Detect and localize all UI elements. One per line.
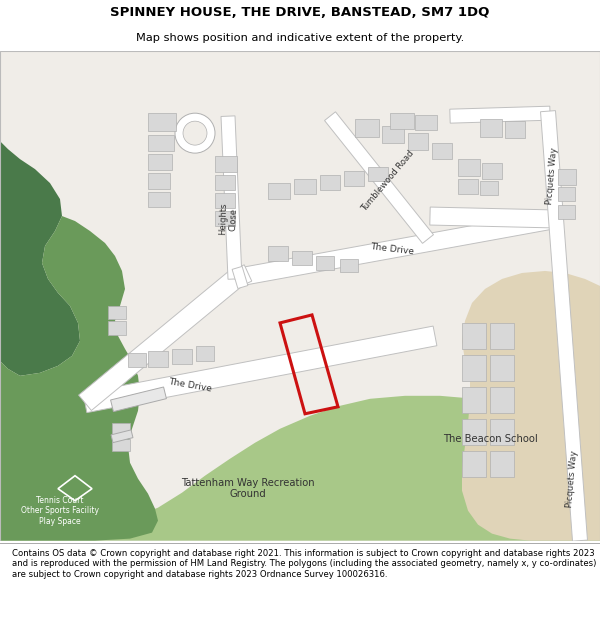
Text: Map shows position and indicative extent of the property.: Map shows position and indicative extent… [136, 33, 464, 44]
Polygon shape [215, 193, 235, 208]
Polygon shape [244, 210, 560, 285]
Polygon shape [108, 321, 126, 335]
Polygon shape [320, 175, 340, 190]
Polygon shape [112, 422, 130, 435]
Polygon shape [83, 326, 437, 412]
Text: The Beacon School: The Beacon School [443, 434, 538, 444]
Polygon shape [215, 175, 235, 190]
Polygon shape [408, 133, 428, 150]
Polygon shape [505, 121, 525, 138]
Polygon shape [0, 216, 158, 541]
Polygon shape [215, 156, 237, 172]
Polygon shape [490, 355, 514, 381]
Circle shape [183, 121, 207, 145]
Polygon shape [462, 451, 486, 477]
Polygon shape [172, 349, 192, 364]
Polygon shape [268, 246, 288, 261]
Polygon shape [340, 259, 358, 272]
Polygon shape [462, 387, 486, 412]
Text: Tattenham Way Recreation
Ground: Tattenham Way Recreation Ground [181, 478, 315, 499]
Polygon shape [148, 351, 168, 367]
Text: Picquets Way: Picquets Way [545, 147, 559, 205]
Polygon shape [368, 167, 388, 181]
Polygon shape [430, 207, 558, 228]
Text: The Drive: The Drive [167, 378, 212, 394]
Polygon shape [325, 112, 433, 243]
Polygon shape [268, 183, 290, 199]
Polygon shape [148, 154, 172, 170]
Polygon shape [490, 419, 514, 445]
Text: The Drive: The Drive [370, 242, 415, 256]
Polygon shape [110, 387, 166, 412]
Text: Tennis Court
Other Sports Facility
Play Space: Tennis Court Other Sports Facility Play … [21, 496, 99, 526]
Text: Heights
Close: Heights Close [218, 202, 238, 236]
Polygon shape [148, 113, 176, 131]
Polygon shape [79, 271, 241, 411]
Polygon shape [0, 396, 600, 541]
Polygon shape [0, 51, 80, 376]
Polygon shape [558, 187, 575, 201]
Polygon shape [215, 211, 235, 226]
Polygon shape [128, 353, 146, 367]
Polygon shape [490, 451, 514, 477]
Polygon shape [415, 115, 437, 130]
Polygon shape [344, 171, 364, 186]
Polygon shape [558, 205, 575, 219]
Polygon shape [462, 419, 486, 445]
Polygon shape [458, 159, 480, 176]
Polygon shape [382, 126, 404, 143]
Polygon shape [108, 306, 126, 319]
Polygon shape [316, 256, 334, 270]
Polygon shape [462, 271, 600, 541]
Polygon shape [458, 179, 478, 194]
Polygon shape [490, 387, 514, 412]
Polygon shape [390, 113, 414, 129]
Polygon shape [232, 266, 248, 289]
Polygon shape [196, 346, 214, 361]
Polygon shape [490, 323, 514, 349]
Polygon shape [148, 173, 170, 189]
Polygon shape [148, 135, 174, 151]
Polygon shape [112, 439, 130, 451]
Polygon shape [480, 119, 502, 137]
Polygon shape [148, 192, 170, 207]
Polygon shape [462, 323, 486, 349]
Polygon shape [450, 106, 550, 123]
Polygon shape [480, 181, 498, 195]
Polygon shape [432, 143, 452, 159]
Polygon shape [292, 251, 312, 265]
Polygon shape [221, 116, 242, 279]
Polygon shape [111, 430, 133, 442]
Text: Tumblewood Road: Tumblewood Road [360, 149, 416, 213]
Polygon shape [355, 119, 379, 137]
Text: SPINNEY HOUSE, THE DRIVE, BANSTEAD, SM7 1DQ: SPINNEY HOUSE, THE DRIVE, BANSTEAD, SM7 … [110, 6, 490, 19]
Polygon shape [482, 163, 502, 179]
Text: Contains OS data © Crown copyright and database right 2021. This information is : Contains OS data © Crown copyright and d… [12, 549, 596, 579]
Text: Picquets Way: Picquets Way [565, 450, 579, 508]
Polygon shape [294, 179, 316, 194]
Polygon shape [231, 265, 252, 287]
Polygon shape [541, 111, 587, 541]
Polygon shape [462, 355, 486, 381]
Polygon shape [558, 169, 576, 185]
Circle shape [175, 113, 215, 153]
